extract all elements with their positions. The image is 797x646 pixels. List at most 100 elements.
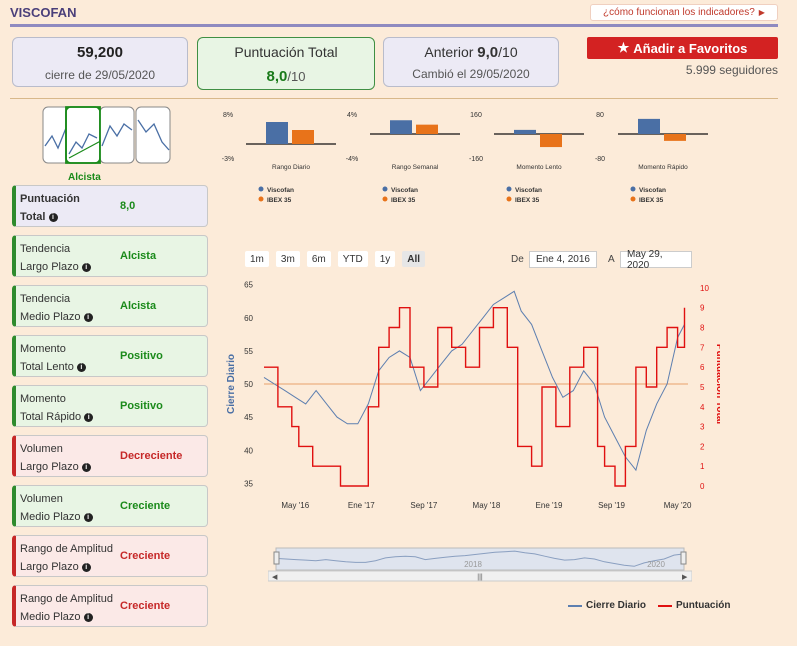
navigator-scrollbar[interactable] <box>268 570 692 582</box>
range-button-1m[interactable]: 1m <box>245 251 269 267</box>
y2-tick-label: 7 <box>700 343 705 352</box>
indicator-card[interactable]: Tendencia Medio Plazo i Alcista <box>12 285 208 327</box>
indicator-card[interactable]: Momento Total Rápido i Positivo <box>12 385 208 427</box>
indicators-help-link[interactable]: ¿cómo funcionan los indicadores? ▶ <box>590 4 778 21</box>
range-button-1y[interactable]: 1y <box>374 251 396 267</box>
range-button-3m[interactable]: 3m <box>275 251 300 267</box>
to-label: A <box>608 254 615 265</box>
range-button-6m[interactable]: 6m <box>306 251 331 267</box>
info-icon[interactable]: i <box>81 562 91 572</box>
y-tick-label: 60 <box>244 314 253 323</box>
navigator-handle-right[interactable] <box>680 551 687 565</box>
x-tick-label: May '20 <box>664 501 692 510</box>
indicator-value: Positivo <box>120 400 163 412</box>
indicator-value: Decreciente <box>120 450 183 462</box>
indicator-name: Volumen Largo Plazo i <box>20 440 116 476</box>
x-tick-label: Sep '17 <box>410 501 437 510</box>
info-icon[interactable]: i <box>48 212 58 222</box>
y-tick-label: 40 <box>244 446 253 455</box>
indicator-name: Momento Total Lento i <box>20 340 116 376</box>
previous-score-value: 9,0 <box>477 44 499 61</box>
previous-changed-date: Cambió el 29/05/2020 <box>412 67 530 81</box>
indicator-value: Creciente <box>120 500 171 512</box>
mini-chart: 160 -160 Momento Lento Viscofan IBEX 35 <box>469 112 584 204</box>
mini-chart-label: Rango Semanal <box>392 164 439 171</box>
help-link-label: ¿cómo funcionan los indicadores? <box>603 7 755 18</box>
legend-price-label: Cierre Diario <box>586 600 647 611</box>
mini-legend-label: IBEX 35 <box>267 197 292 204</box>
y-tick-label: 35 <box>244 479 253 488</box>
mini-bar-charts: 8% -3% Rango Diario Viscofan IBEX 35 4% -4% Ran… <box>222 112 708 204</box>
x-tick-label: Ene '19 <box>536 501 563 510</box>
x-tick-label: Ene '17 <box>348 501 375 510</box>
mini-legend-dot <box>382 186 388 192</box>
mini-bar <box>292 130 314 144</box>
close-price-value: 59,200 <box>77 44 123 61</box>
mini-legend-dot <box>382 196 388 202</box>
mini-chart-label: Momento Rápido <box>638 164 688 171</box>
mini-tick-top: 4% <box>347 112 357 119</box>
info-icon[interactable]: i <box>83 612 93 622</box>
range-button-ytd[interactable]: YTD <box>337 251 368 267</box>
mini-bar <box>540 134 562 148</box>
chart-navigator[interactable]: 2018 2020 ◀ ▶ ||| <box>268 546 692 582</box>
legend-price[interactable]: Cierre Diario <box>568 600 646 611</box>
indicator-value: Positivo <box>120 350 163 362</box>
from-date-input[interactable]: Ene 4, 2016 <box>529 251 597 268</box>
indicator-card[interactable]: Volumen Largo Plazo i Decreciente <box>12 435 208 477</box>
total-score-denominator: /10 <box>287 69 306 84</box>
y2-tick-label: 1 <box>700 462 705 471</box>
close-date-label: cierre de 29/05/2020 <box>44 68 156 82</box>
company-title: VISCOFAN <box>10 5 77 20</box>
scroll-left-icon[interactable]: ◀ <box>272 574 278 581</box>
info-icon[interactable]: i <box>81 462 91 472</box>
mini-bar <box>664 134 686 141</box>
chevron-right-icon: ▶ <box>758 8 765 17</box>
x-tick-label: May '16 <box>281 501 309 510</box>
indicator-card[interactable]: Volumen Medio Plazo i Creciente <box>12 485 208 527</box>
indicator-card[interactable]: Rango de Amplitud Largo Plazo i Creciente <box>12 535 208 577</box>
mini-legend-dot <box>630 186 636 192</box>
score-series-line <box>264 307 686 487</box>
price-series-line <box>263 290 685 472</box>
y2-tick-label: 8 <box>700 324 705 333</box>
indicator-value: Creciente <box>120 550 171 562</box>
trend-panel-side <box>135 106 171 164</box>
indicator-card[interactable]: Tendencia Largo Plazo i Alcista <box>12 235 208 277</box>
star-icon: ★ <box>617 40 630 55</box>
indicator-name: Rango de Amplitud Largo Plazo i <box>20 543 113 573</box>
info-icon[interactable]: i <box>84 412 94 422</box>
info-icon[interactable]: i <box>81 262 91 272</box>
y-tick-label: 50 <box>244 380 253 389</box>
legend-price-swatch <box>568 604 582 607</box>
y-tick-label: 65 <box>244 281 253 290</box>
indicator-name: Momento Total Rápido i <box>20 390 116 426</box>
scroll-right-icon[interactable]: ▶ <box>682 574 688 581</box>
mini-legend-dot <box>258 196 264 202</box>
followers-count: 5.999 seguidores <box>685 63 778 77</box>
legend-score[interactable]: Puntuación <box>658 600 730 611</box>
add-favorite-button[interactable]: ★ Añadir a Favoritos <box>587 37 778 59</box>
mini-chart: 8% -3% Rango Diario Viscofan IBEX 35 <box>222 112 336 204</box>
total-score-label: Puntuación Total <box>234 44 338 60</box>
mini-legend-label: IBEX 35 <box>515 197 540 204</box>
info-icon[interactable]: i <box>83 312 93 322</box>
indicator-card[interactable]: Puntuación Total i 8,0 <box>12 185 208 227</box>
to-date-input[interactable]: May 29, 2020 <box>620 249 692 271</box>
range-button-all[interactable]: All <box>402 251 426 267</box>
mini-legend-dot <box>506 186 512 192</box>
info-icon[interactable]: i <box>83 512 93 522</box>
indicator-card[interactable]: Momento Total Lento i Positivo <box>12 335 208 377</box>
scroll-grip-icon[interactable]: ||| <box>477 574 483 581</box>
mini-legend-dot <box>630 196 636 202</box>
title-divider <box>10 24 778 27</box>
indicator-card[interactable]: Rango de Amplitud Medio Plazo i Creciente <box>12 585 208 627</box>
range-buttons: 1m 3m 6m YTD 1y All <box>245 251 426 267</box>
mini-tick-top: 80 <box>596 112 604 119</box>
navigator-label: 2018 <box>464 560 482 569</box>
info-icon[interactable]: i <box>76 362 86 372</box>
navigator-handle-left[interactable] <box>273 551 280 565</box>
mini-chart-label: Momento Lento <box>516 164 562 171</box>
mini-tick-top: 160 <box>470 112 482 119</box>
